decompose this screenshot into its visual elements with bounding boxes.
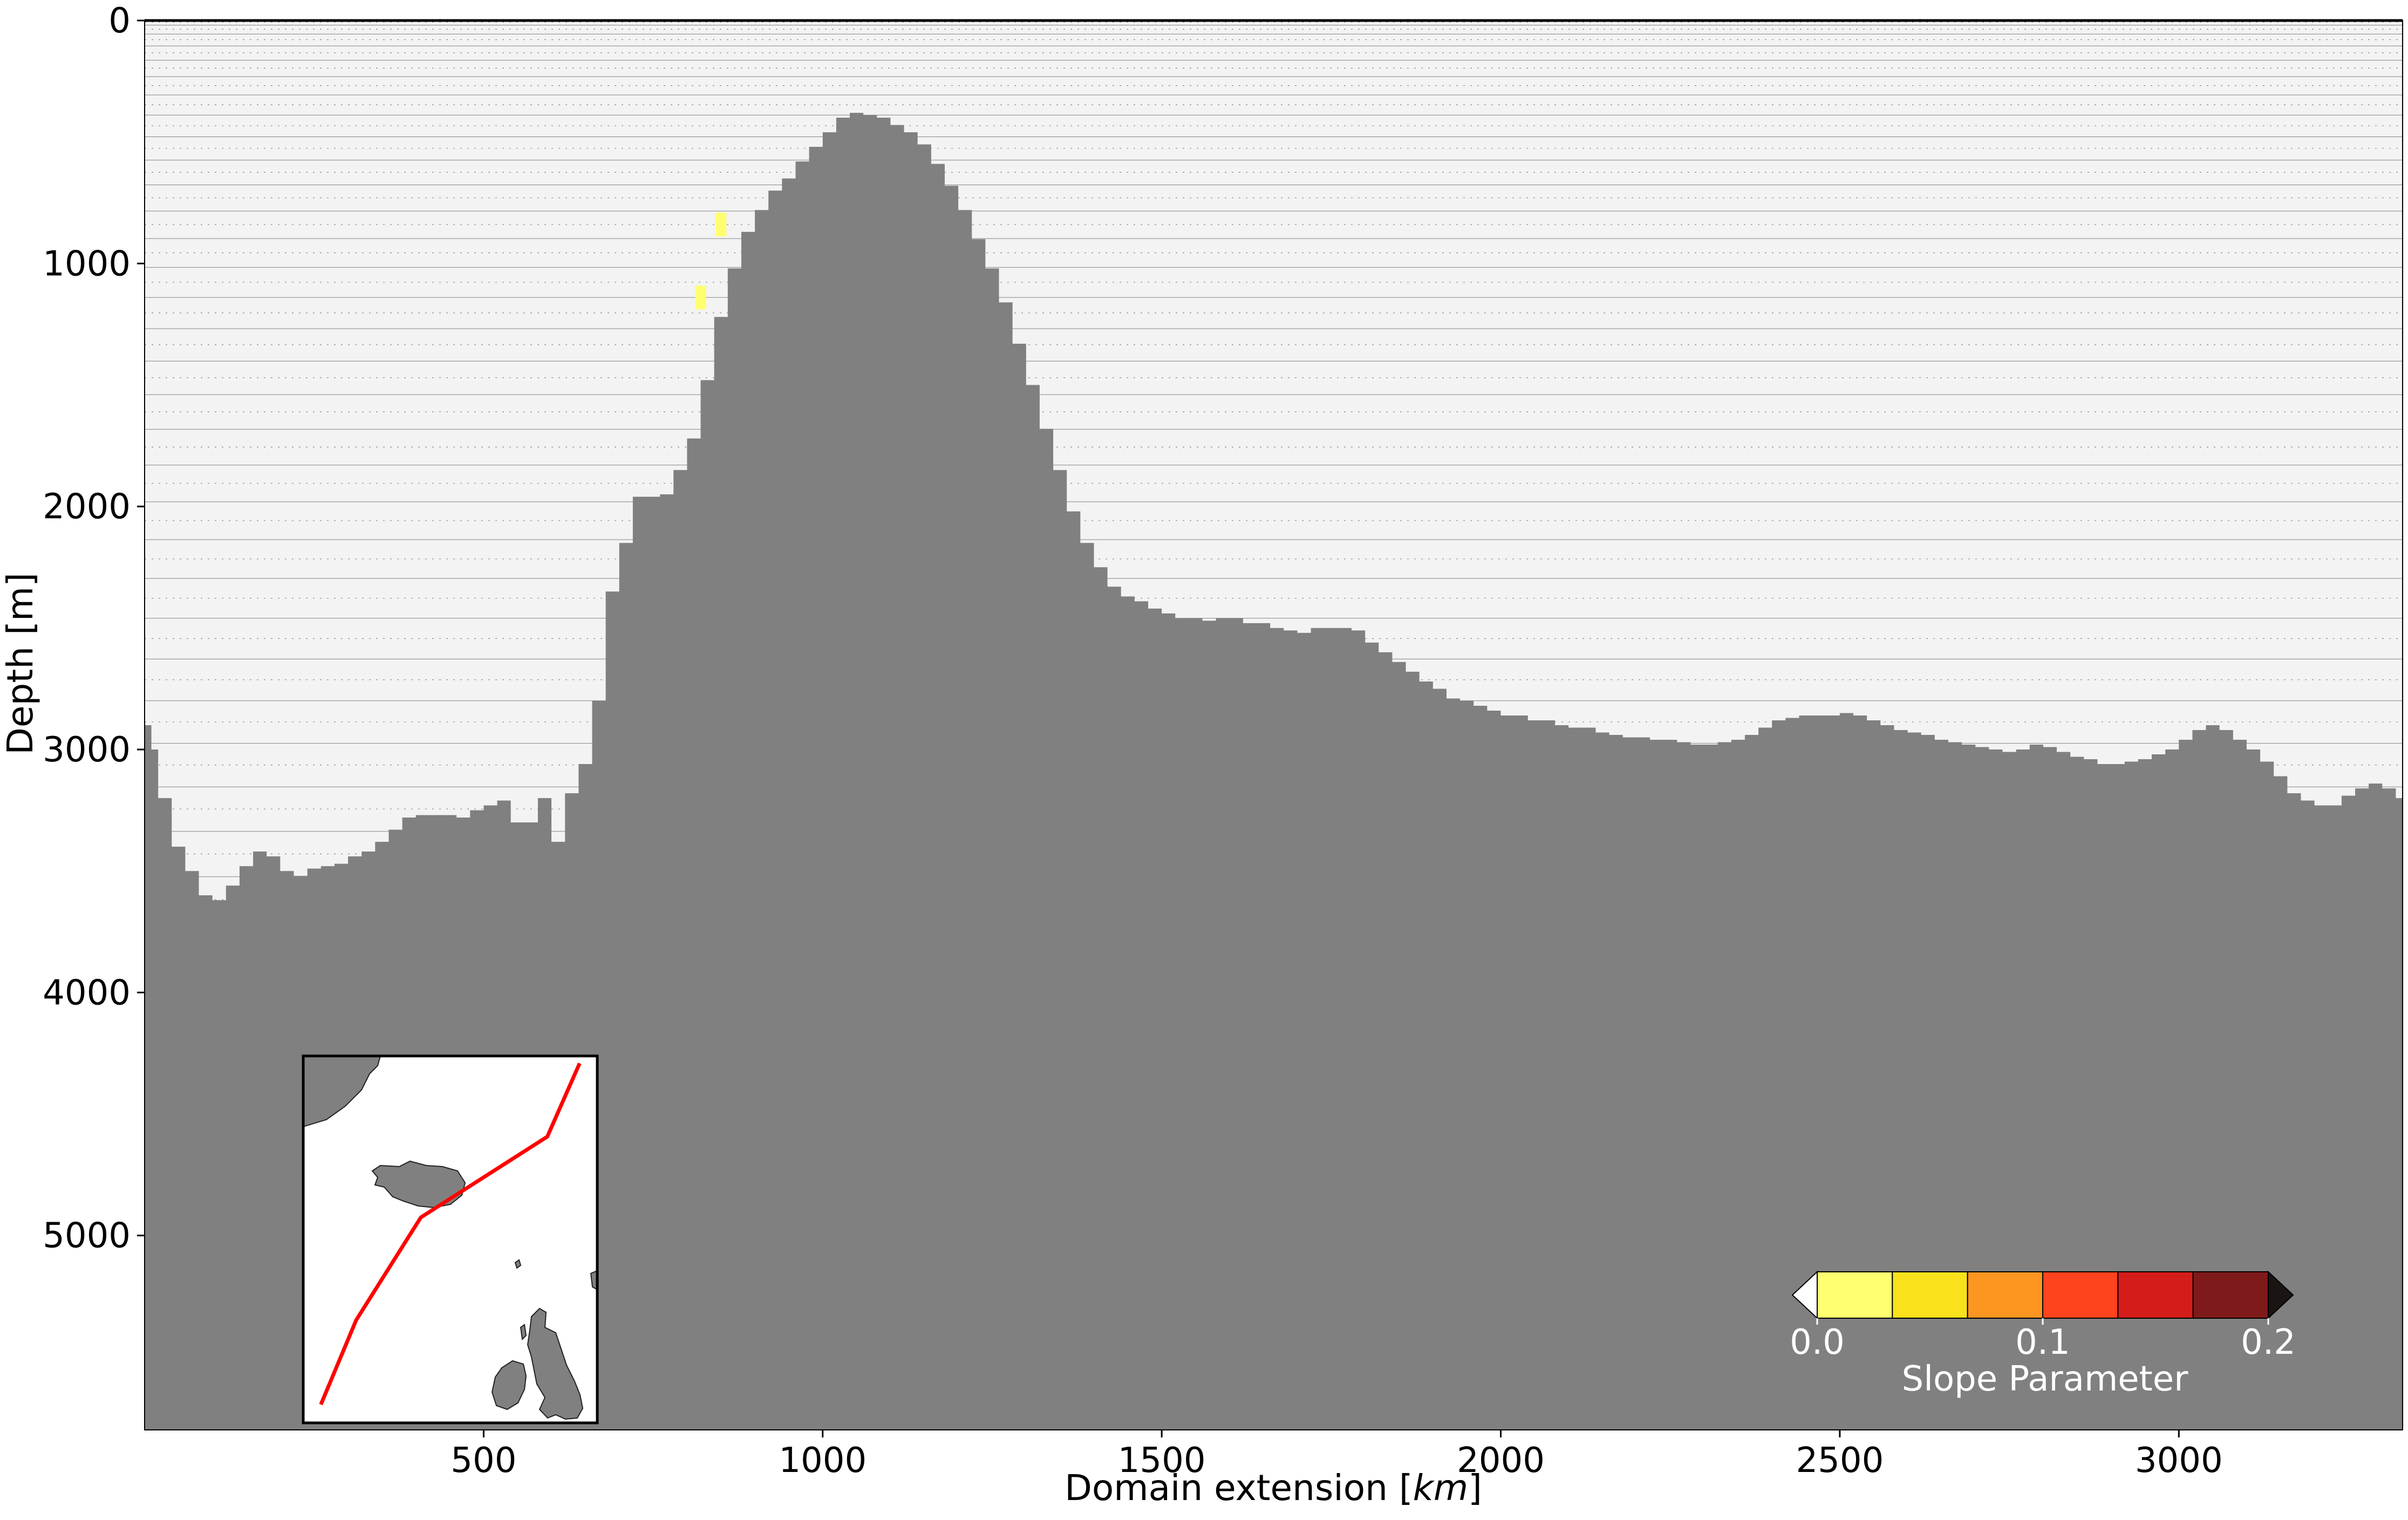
inset-map-frame [302, 1054, 599, 1424]
axes-frame [144, 20, 2403, 1430]
slope-highlight-cells [695, 213, 727, 310]
y-axis-label: Depth [m] [0, 572, 41, 755]
hebrides-islands [520, 1324, 527, 1341]
x-axis-ticks: 500 1000 1500 2000 2500 3000 [451, 1430, 2223, 1481]
y-tick-label: 0 [108, 1, 131, 41]
x-tick-label: 1500 [1118, 1441, 1206, 1481]
colorbar-ticks: 0.0 0.1 0.2 [1790, 1318, 2296, 1362]
transect-track [319, 1062, 582, 1406]
colorbar: 0.0 0.1 0.2 Slope Parameter [1790, 1270, 2296, 1399]
britain-landmass [527, 1307, 584, 1420]
x-tick-label: 2000 [1457, 1441, 1545, 1481]
colorbar-cell [1817, 1271, 1893, 1319]
colorbar-cell [2042, 1271, 2119, 1319]
colorbar-cell [2192, 1271, 2269, 1319]
x-tick-label: 1000 [779, 1441, 867, 1481]
colorbar-tick-label: 0.1 [2015, 1323, 2070, 1362]
y-tick-label: 4000 [43, 973, 131, 1013]
x-tick-label: 3000 [2135, 1441, 2223, 1481]
colorbar-cell [2117, 1271, 2194, 1319]
y-tick-label: 3000 [43, 730, 131, 770]
colorbar-cell [1967, 1271, 2044, 1319]
slope-cell [695, 285, 706, 310]
ireland-landmass [491, 1360, 527, 1410]
greenland-landmass [303, 1056, 381, 1128]
y-tick-label: 1000 [43, 244, 131, 284]
iceland-landmass [371, 1160, 466, 1209]
y-tick-label: 5000 [43, 1216, 131, 1256]
norway-edge [590, 1270, 597, 1291]
colorbar-tick-label: 0.2 [2241, 1323, 2296, 1362]
x-tick-label: 2500 [1796, 1441, 1884, 1481]
x-axis-label: Domain extension [km] [1065, 1467, 1482, 1509]
slope-cell [715, 213, 727, 237]
colorbar-tick-label: 0.0 [1790, 1323, 1845, 1362]
colorbar-label: Slope Parameter [1902, 1359, 2189, 1399]
y-axis-ticks: 0 1000 2000 3000 4000 5000 [43, 1, 145, 1256]
x-tick-label: 500 [451, 1441, 516, 1481]
faroe-islands [514, 1259, 522, 1269]
inset-map [302, 1054, 599, 1424]
colorbar-cells [1791, 1270, 2294, 1320]
y-tick-label: 2000 [43, 487, 131, 527]
bathymetry-area [145, 113, 2403, 1430]
colorbar-cell [1892, 1271, 1968, 1319]
